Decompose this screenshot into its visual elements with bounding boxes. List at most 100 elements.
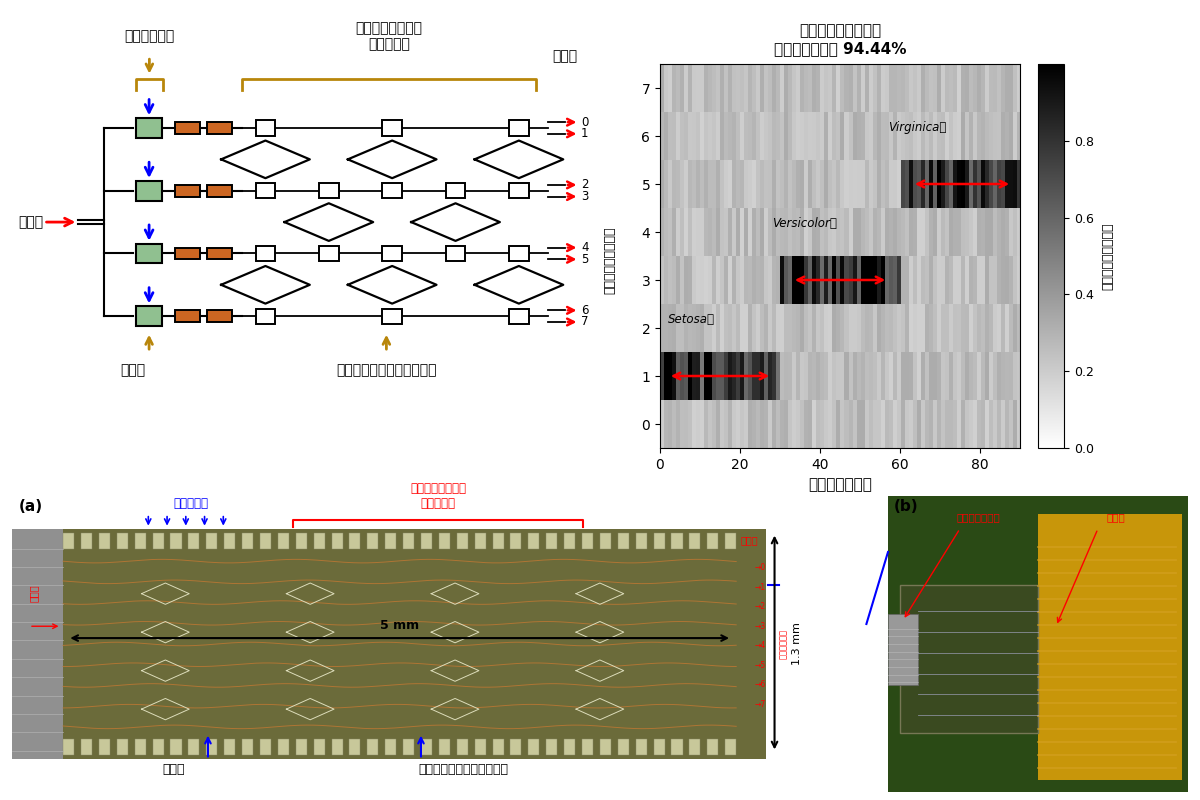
Bar [510,533,522,550]
Bar [672,533,683,550]
Bar [242,738,253,755]
Bar [175,248,200,259]
Bar [367,533,378,550]
Bar [170,738,181,755]
Bar [528,533,539,550]
Bar [224,738,235,755]
Bar [242,533,253,550]
Bar [618,738,629,755]
Text: 光入力: 光入力 [29,585,38,602]
Title: アヤメベンチマーク
学習後：正確率 94.44%: アヤメベンチマーク 学習後：正確率 94.44% [774,23,906,56]
Bar [206,310,232,322]
Bar [439,738,450,755]
Bar [319,183,338,198]
Text: ベクトルマトリッ
クス乗算部: ベクトルマトリッ クス乗算部 [355,21,422,51]
Text: ベクトルマトリッ
クス乗算部: ベクトルマトリッ クス乗算部 [410,482,466,510]
Text: Versicolor種: Versicolor種 [772,218,836,230]
Text: →2: →2 [755,602,766,611]
Bar [636,738,647,755]
Text: 5: 5 [581,253,588,266]
Text: 光出力: 光出力 [740,535,757,546]
Bar [59,529,766,759]
X-axis label: 学習サンプル数: 学習サンプル数 [808,478,872,492]
Bar [509,120,529,136]
Bar [618,533,629,550]
Bar [385,738,396,755]
Bar [1038,514,1182,780]
Bar [206,533,217,550]
Bar [260,533,271,550]
Bar [445,246,466,261]
Bar [137,306,162,326]
Text: 6: 6 [581,304,588,317]
Bar [295,533,307,550]
Bar [224,533,235,550]
Bar [457,533,468,550]
Bar [475,738,486,755]
Bar [319,246,338,261]
Bar [510,738,522,755]
Bar [206,122,232,134]
Text: →4: →4 [755,641,766,650]
Bar [206,185,232,197]
Bar [439,533,450,550]
Bar [385,533,396,550]
Bar [175,122,200,134]
Bar [707,533,719,550]
Text: 光入力: 光入力 [18,215,43,229]
Bar [582,738,593,755]
Bar [349,533,360,550]
Text: 1.3 mm: 1.3 mm [792,622,802,666]
Text: 出力光ポート－番号: 出力光ポート－番号 [604,226,616,294]
Text: →6: →6 [755,680,766,690]
Bar [331,533,342,550]
Bar [256,183,275,198]
Bar [206,738,217,755]
Bar [888,614,918,686]
Bar [475,533,486,550]
Bar [82,738,92,755]
Bar [188,533,199,550]
Text: 5 mm: 5 mm [380,619,419,632]
Bar [509,246,529,261]
Bar [313,533,325,550]
Bar [349,738,360,755]
Bar [707,738,719,755]
Bar [457,738,468,755]
Text: (b): (b) [894,499,919,514]
Text: →7: →7 [755,700,766,709]
Bar [137,243,162,263]
Bar [492,738,504,755]
Bar [206,248,232,259]
Bar [654,738,665,755]
Text: 位相器: 位相器 [163,763,185,776]
Text: 位相器: 位相器 [120,363,145,377]
Bar [98,533,110,550]
Bar [672,738,683,755]
Text: 光出力: 光出力 [552,50,577,63]
Bar [116,738,128,755]
Bar [64,533,74,550]
Text: マッハ・ツェンダー干渉計: マッハ・ツェンダー干渉計 [419,763,509,776]
Bar [725,533,736,550]
Bar [403,533,414,550]
Text: Virginica種: Virginica種 [888,122,947,134]
Bar [383,246,402,261]
Text: データ入力部: データ入力部 [124,29,174,43]
Text: 0: 0 [581,116,588,129]
Text: →1: →1 [755,582,766,591]
Bar [64,738,74,755]
Y-axis label: 規格化光出力パワー: 規格化光出力パワー [1102,222,1114,290]
Bar [403,738,414,755]
Bar [582,533,593,550]
Text: 規格化バイト: 規格化バイト [779,629,787,659]
Bar [689,533,701,550]
Text: マッハ・ツェンダー干渉計: マッハ・ツェンダー干渉計 [336,363,437,377]
Text: 3: 3 [581,190,588,203]
Bar [331,738,342,755]
Bar [260,738,271,755]
Bar [137,181,162,201]
Bar [564,738,575,755]
Bar [636,533,647,550]
Text: →0: →0 [755,563,766,572]
